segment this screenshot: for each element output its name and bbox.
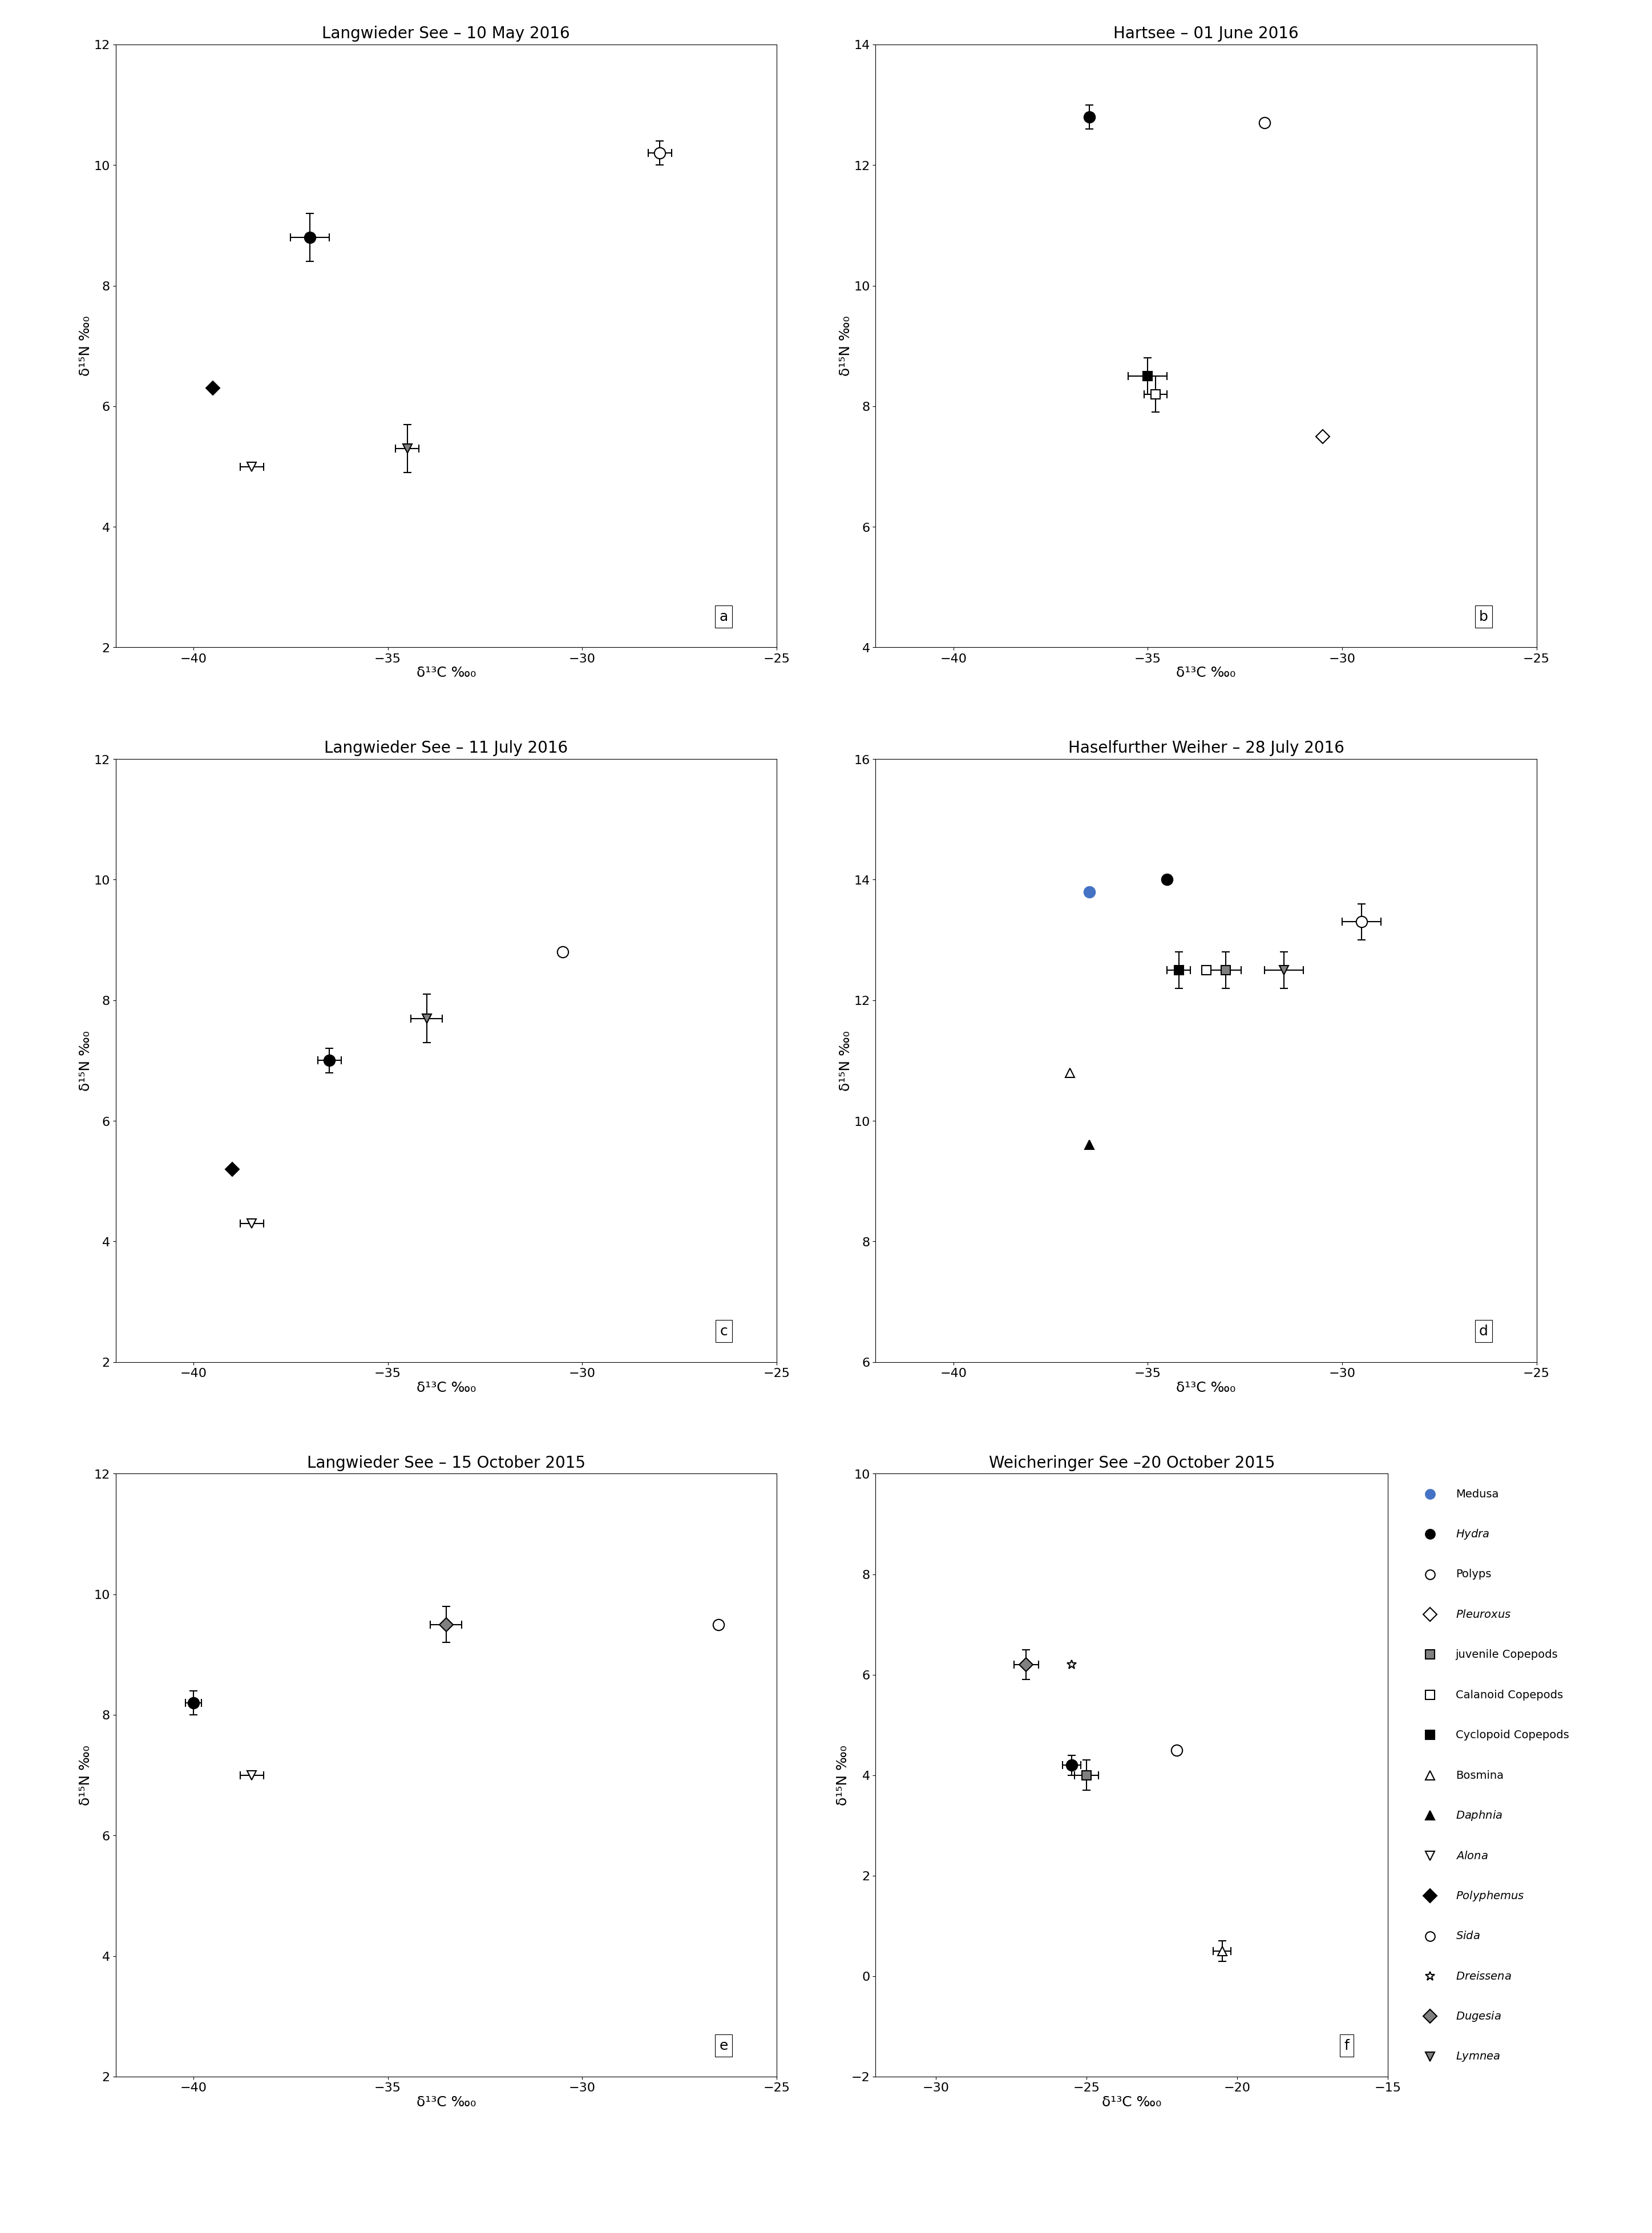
Title: Langwieder See – 15 October 2015: Langwieder See – 15 October 2015 — [307, 1456, 585, 1472]
Text: Bosmina: Bosmina — [1455, 1771, 1503, 1780]
Text: b: b — [1479, 610, 1488, 623]
Text: $\it{Dugesia}$: $\it{Dugesia}$ — [1455, 2010, 1502, 2023]
Text: d: d — [1479, 1324, 1488, 1338]
Text: $\it{Polyphemus}$: $\it{Polyphemus}$ — [1455, 1889, 1525, 1903]
Y-axis label: δ¹⁵N ‰₀: δ¹⁵N ‰₀ — [836, 1744, 849, 1806]
Y-axis label: δ¹⁵N ‰₀: δ¹⁵N ‰₀ — [79, 1029, 93, 1092]
Text: Calanoid Copepods: Calanoid Copepods — [1455, 1690, 1563, 1699]
X-axis label: δ¹³C ‰₀: δ¹³C ‰₀ — [1176, 665, 1236, 679]
Text: $\it{Daphnia}$: $\it{Daphnia}$ — [1455, 1809, 1502, 1822]
Text: Polyps: Polyps — [1455, 1570, 1492, 1579]
Y-axis label: δ¹⁵N ‰₀: δ¹⁵N ‰₀ — [839, 1029, 852, 1092]
Text: Cyclopoid Copepods: Cyclopoid Copepods — [1455, 1731, 1569, 1740]
Text: $\it{Hydra}$: $\it{Hydra}$ — [1455, 1527, 1488, 1541]
Text: $\it{Alona}$: $\it{Alona}$ — [1455, 1851, 1488, 1860]
Title: Hartsee – 01 June 2016: Hartsee – 01 June 2016 — [1113, 27, 1298, 42]
Text: a: a — [719, 610, 729, 623]
Title: Haselfurther Weiher – 28 July 2016: Haselfurther Weiher – 28 July 2016 — [1067, 741, 1345, 757]
X-axis label: δ¹³C ‰₀: δ¹³C ‰₀ — [1102, 2095, 1161, 2108]
Text: e: e — [719, 2039, 729, 2052]
Text: f: f — [1345, 2039, 1350, 2052]
Text: c: c — [720, 1324, 727, 1338]
Title: Weicheringer See –20 October 2015: Weicheringer See –20 October 2015 — [988, 1456, 1275, 1472]
Text: juvenile Copepods: juvenile Copepods — [1455, 1650, 1558, 1659]
Title: Langwieder See – 11 July 2016: Langwieder See – 11 July 2016 — [324, 741, 568, 757]
Text: $\it{Dreissena}$: $\it{Dreissena}$ — [1455, 1972, 1512, 1981]
X-axis label: δ¹³C ‰₀: δ¹³C ‰₀ — [1176, 1380, 1236, 1393]
Text: Medusa: Medusa — [1455, 1489, 1498, 1498]
X-axis label: δ¹³C ‰₀: δ¹³C ‰₀ — [416, 665, 476, 679]
Title: Langwieder See – 10 May 2016: Langwieder See – 10 May 2016 — [322, 27, 570, 42]
Y-axis label: δ¹⁵N ‰₀: δ¹⁵N ‰₀ — [79, 1744, 93, 1806]
Y-axis label: δ¹⁵N ‰₀: δ¹⁵N ‰₀ — [79, 315, 93, 377]
X-axis label: δ¹³C ‰₀: δ¹³C ‰₀ — [416, 2095, 476, 2108]
Text: $\it{Lymnea}$: $\it{Lymnea}$ — [1455, 2050, 1500, 2063]
Text: $\it{Pleuroxus}$: $\it{Pleuroxus}$ — [1455, 1610, 1512, 1619]
Y-axis label: δ¹⁵N ‰₀: δ¹⁵N ‰₀ — [839, 315, 852, 377]
Text: $\it{Sida}$: $\it{Sida}$ — [1455, 1932, 1480, 1940]
X-axis label: δ¹³C ‰₀: δ¹³C ‰₀ — [416, 1380, 476, 1393]
